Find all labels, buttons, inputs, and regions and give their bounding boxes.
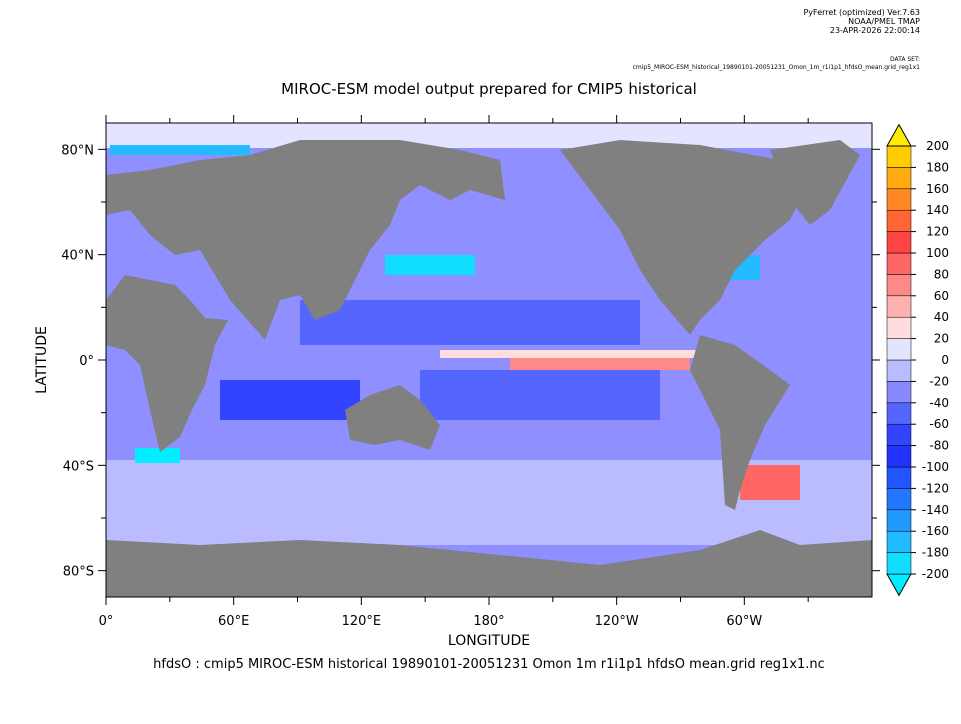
colorbar-label: -40: [929, 396, 949, 410]
patch: [440, 350, 700, 358]
colorbar-label: 80: [934, 267, 949, 281]
colorbar-band: [886, 188, 912, 211]
colorbar-band: [886, 231, 912, 254]
y-tick-label: 80°N: [61, 143, 94, 158]
y-tick-label: 40°S: [63, 459, 94, 474]
x-tick-label: 60°W: [726, 614, 762, 629]
x-tick-label: 0°: [99, 614, 114, 629]
dataset: cmip5_MIROC-ESM_historical_19890101-2005…: [633, 64, 921, 71]
colorbar-label: 40: [934, 310, 949, 324]
colorbar-band: [886, 488, 912, 511]
title: MIROC-ESM model output prepared for CMIP…: [281, 80, 697, 98]
date: 23-APR-2026 22:00:14: [830, 26, 920, 35]
land: [690, 335, 790, 510]
colorbar-label: 60: [934, 289, 949, 303]
y-tick-label: 0°: [79, 354, 94, 369]
x-tick-label: 180°: [473, 614, 504, 629]
colorbar-over: [886, 123, 912, 147]
y-tick-label: 80°S: [63, 565, 94, 580]
patch: [135, 448, 180, 463]
land: [106, 275, 228, 452]
colorbar-label: -160: [922, 524, 949, 538]
colorbar-band: [886, 359, 912, 382]
patch: [385, 255, 475, 275]
colorbar-band: [886, 145, 912, 168]
colorbar-label: 100: [926, 246, 949, 260]
patch: [420, 370, 660, 420]
land: [560, 140, 800, 335]
patch: [220, 380, 360, 420]
x-axis-label: LONGITUDE: [448, 633, 530, 649]
colorbar-label: -100: [922, 460, 949, 474]
patch: [300, 300, 640, 345]
colorbar-band: [886, 316, 912, 339]
y-axis-label: LATITUDE: [34, 326, 50, 394]
colorbar-band: [886, 167, 912, 190]
colorbar-label: -20: [929, 374, 949, 388]
colorbar-label: -140: [922, 503, 949, 517]
map: [105, 122, 873, 598]
colorbar-band: [886, 381, 912, 404]
x-tick-label: 120°E: [342, 614, 382, 629]
colorbar-under: [886, 573, 912, 597]
colorbar-label: -80: [929, 439, 949, 453]
colorbar-label: 180: [926, 160, 949, 174]
colorbar-band: [886, 552, 912, 575]
colorbar-band: [886, 445, 912, 468]
footer: hfdsO : cmip5 MIROC-ESM historical 19890…: [153, 657, 825, 672]
colorbar-label: 20: [934, 332, 949, 346]
colorbar-band: [886, 274, 912, 297]
colorbar-band: [886, 423, 912, 446]
colorbar-band: [886, 530, 912, 553]
colorbar-band: [886, 209, 912, 232]
colorbar-band: [886, 402, 912, 425]
software: PyFerret (optimized) Ver.7.63: [803, 8, 920, 17]
land: [345, 385, 440, 450]
colorbar-label: 0: [941, 353, 949, 367]
colorbar-label: -120: [922, 481, 949, 495]
colorbar-label: -60: [929, 417, 949, 431]
colorbar-band: [886, 509, 912, 532]
colorbar-band: [886, 466, 912, 489]
colorbar-band: [886, 295, 912, 318]
colorbar-band: [886, 252, 912, 275]
org: NOAA/PMEL TMAP: [848, 17, 920, 26]
dataset-label: DATA SET:: [890, 56, 920, 63]
colorbar-label: 200: [926, 139, 949, 153]
x-tick-label: 60°E: [218, 614, 249, 629]
arctic: [106, 123, 872, 148]
colorbar-band: [886, 338, 912, 361]
colorbar-label: 140: [926, 203, 949, 217]
patch: [740, 465, 800, 500]
land: [106, 530, 872, 597]
land: [770, 140, 860, 225]
patch: [110, 145, 250, 155]
colorbar-label: 120: [926, 225, 949, 239]
y-tick-label: 40°N: [61, 249, 94, 264]
patch: [510, 358, 690, 370]
colorbar-label: -180: [922, 546, 949, 560]
colorbar-label: -200: [922, 567, 949, 581]
land: [106, 140, 505, 340]
x-tick-label: 120°W: [595, 614, 639, 629]
colorbar-label: 160: [926, 182, 949, 196]
